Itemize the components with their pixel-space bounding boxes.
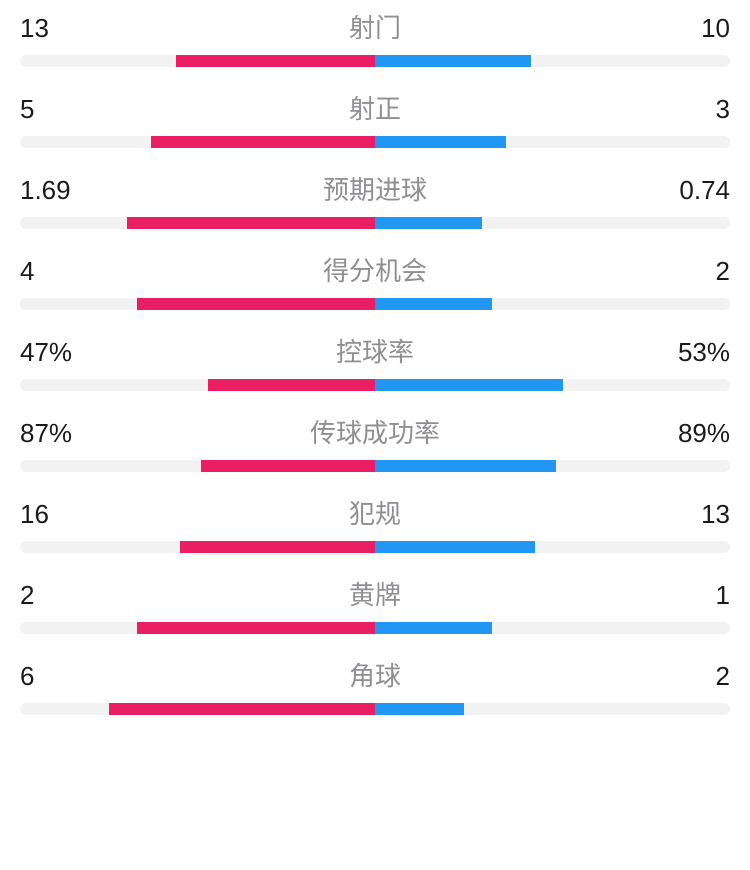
stat-label: 射正 <box>90 89 660 126</box>
stat-row: 5射正3 <box>20 89 730 148</box>
stat-bar-right-fill <box>375 55 531 67</box>
stat-bar-left-fill <box>151 136 375 148</box>
stat-bar <box>20 217 730 229</box>
stat-bar-right-fill <box>375 379 563 391</box>
stat-bar-left-fill <box>137 298 375 310</box>
stat-header: 6角球2 <box>20 656 730 693</box>
stat-bar-left-half <box>20 136 375 148</box>
stat-bar-right-fill <box>375 217 482 229</box>
stat-header: 5射正3 <box>20 89 730 126</box>
stat-bar-right-half <box>375 298 730 310</box>
stat-bar <box>20 703 730 715</box>
stat-left-value: 13 <box>20 13 90 44</box>
stat-bar-left-half <box>20 622 375 634</box>
stat-row: 47%控球率53% <box>20 332 730 391</box>
stat-right-value: 53% <box>660 337 730 368</box>
stat-left-value: 2 <box>20 580 90 611</box>
stat-bar-left-fill <box>109 703 375 715</box>
stat-right-value: 0.74 <box>660 175 730 206</box>
match-stats-container: 13射门105射正31.69预期进球0.744得分机会247%控球率53%87%… <box>20 8 730 715</box>
stat-bar-left-fill <box>180 541 375 553</box>
stat-header: 13射门10 <box>20 8 730 45</box>
stat-left-value: 4 <box>20 256 90 287</box>
stat-label: 犯规 <box>90 494 660 531</box>
stat-row: 16犯规13 <box>20 494 730 553</box>
stat-header: 47%控球率53% <box>20 332 730 369</box>
stat-bar-right-half <box>375 379 730 391</box>
stat-bar <box>20 460 730 472</box>
stat-bar-right-half <box>375 703 730 715</box>
stat-label: 射门 <box>90 8 660 45</box>
stat-header: 2黄牌1 <box>20 575 730 612</box>
stat-bar-left-half <box>20 298 375 310</box>
stat-bar-right-half <box>375 55 730 67</box>
stat-label: 得分机会 <box>90 251 660 288</box>
stat-row: 1.69预期进球0.74 <box>20 170 730 229</box>
stat-header: 16犯规13 <box>20 494 730 531</box>
stat-bar-left-half <box>20 55 375 67</box>
stat-left-value: 6 <box>20 661 90 692</box>
stat-left-value: 47% <box>20 337 90 368</box>
stat-left-value: 5 <box>20 94 90 125</box>
stat-bar <box>20 55 730 67</box>
stat-bar-left-half <box>20 541 375 553</box>
stat-row: 2黄牌1 <box>20 575 730 634</box>
stat-right-value: 1 <box>660 580 730 611</box>
stat-left-value: 87% <box>20 418 90 449</box>
stat-bar <box>20 541 730 553</box>
stat-bar-right-fill <box>375 703 464 715</box>
stat-bar-left-half <box>20 703 375 715</box>
stat-bar-right-fill <box>375 298 492 310</box>
stat-label: 控球率 <box>90 332 660 369</box>
stat-bar-left-fill <box>176 55 375 67</box>
stat-bar-left-fill <box>127 217 376 229</box>
stat-bar-right-fill <box>375 460 556 472</box>
stat-bar-left-fill <box>137 622 375 634</box>
stat-right-value: 2 <box>660 256 730 287</box>
stat-bar-right-half <box>375 136 730 148</box>
stat-bar-left-half <box>20 217 375 229</box>
stat-right-value: 2 <box>660 661 730 692</box>
stat-label: 角球 <box>90 656 660 693</box>
stat-bar-left-fill <box>201 460 375 472</box>
stat-bar-left-half <box>20 379 375 391</box>
stat-header: 1.69预期进球0.74 <box>20 170 730 207</box>
stat-header: 4得分机会2 <box>20 251 730 288</box>
stat-bar <box>20 379 730 391</box>
stat-bar-right-half <box>375 541 730 553</box>
stat-bar-right-half <box>375 622 730 634</box>
stat-left-value: 16 <box>20 499 90 530</box>
stat-row: 87%传球成功率89% <box>20 413 730 472</box>
stat-left-value: 1.69 <box>20 175 90 206</box>
stat-right-value: 89% <box>660 418 730 449</box>
stat-label: 传球成功率 <box>90 413 660 450</box>
stat-right-value: 13 <box>660 499 730 530</box>
stat-bar-right-fill <box>375 541 535 553</box>
stat-bar-left-fill <box>208 379 375 391</box>
stat-right-value: 3 <box>660 94 730 125</box>
stat-label: 预期进球 <box>90 170 660 207</box>
stat-right-value: 10 <box>660 13 730 44</box>
stat-bar-left-half <box>20 460 375 472</box>
stat-label: 黄牌 <box>90 575 660 612</box>
stat-bar-right-half <box>375 460 730 472</box>
stat-bar-right-fill <box>375 622 492 634</box>
stat-row: 6角球2 <box>20 656 730 715</box>
stat-row: 4得分机会2 <box>20 251 730 310</box>
stat-bar-right-half <box>375 217 730 229</box>
stat-header: 87%传球成功率89% <box>20 413 730 450</box>
stat-bar <box>20 136 730 148</box>
stat-bar-right-fill <box>375 136 506 148</box>
stat-bar <box>20 298 730 310</box>
stat-bar <box>20 622 730 634</box>
stat-row: 13射门10 <box>20 8 730 67</box>
